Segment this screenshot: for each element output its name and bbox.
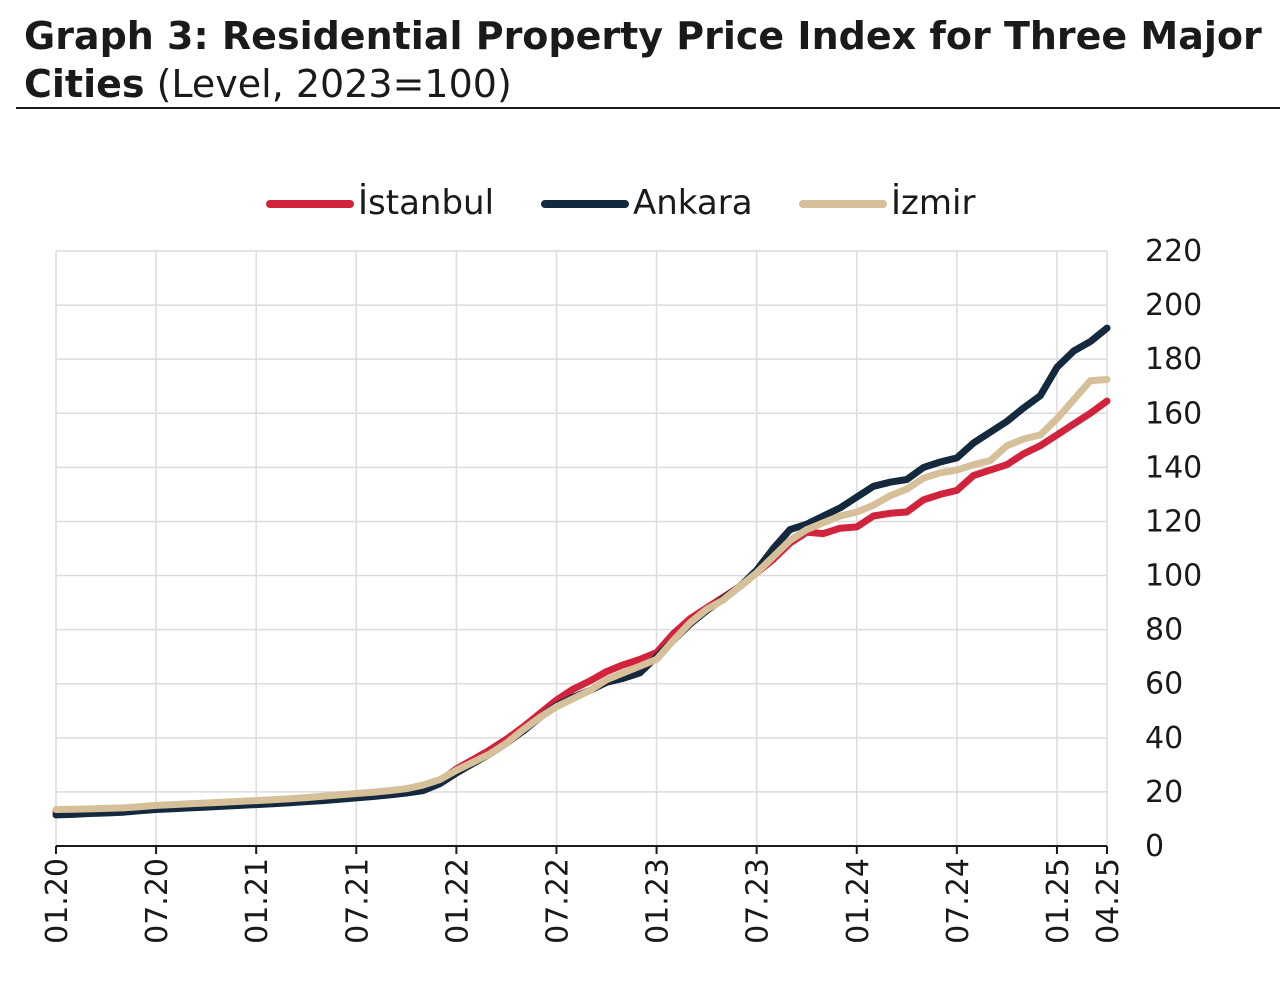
legend-label-istanbul: İstanbul [358,183,494,223]
legend-label-izmir: İzmir [891,183,975,223]
y-tick-label: 20 [1145,775,1183,810]
chart-title: Graph 3: Residential Property Price Inde… [24,12,1264,108]
chart-title-bold: Graph 3: Residential Property Price Inde… [24,14,1262,106]
y-tick-label: 160 [1145,396,1202,431]
x-tick-label: 01.20 [40,858,75,944]
x-tick-label: 01.25 [1041,858,1076,944]
x-tick-label: 01.24 [841,858,876,944]
title-divider [16,107,1280,109]
y-tick-label: 80 [1145,613,1183,648]
y-tick-label: 120 [1145,504,1202,539]
series-line-ankara [52,324,1111,819]
x-tick-label: 01.21 [240,858,275,944]
y-tick-label: 0 [1145,829,1164,864]
x-tick-label: 07.21 [340,858,375,944]
y-tick-label: 60 [1145,667,1183,702]
x-tick-label: 07.24 [941,858,976,944]
y-tick-label: 200 [1145,288,1202,323]
y-tick-label: 180 [1145,342,1202,377]
x-tick-label: 07.20 [140,858,175,944]
y-tick-label: 40 [1145,721,1183,756]
y-tick-label: 220 [1145,234,1202,269]
chart-title-unit: (Level, 2023=100) [156,62,512,106]
x-tick-label: 07.23 [741,858,776,944]
legend-label-ankara: Ankara [633,183,753,223]
x-tick-label: 04.25 [1091,858,1126,944]
y-tick-label: 140 [1145,450,1202,485]
x-tick-label: 01.23 [641,858,676,944]
y-tick-label: 100 [1145,559,1202,594]
x-tick-label: 07.22 [540,858,575,944]
series-line-izmir [52,376,1111,813]
x-tick-label: 01.22 [440,858,475,944]
